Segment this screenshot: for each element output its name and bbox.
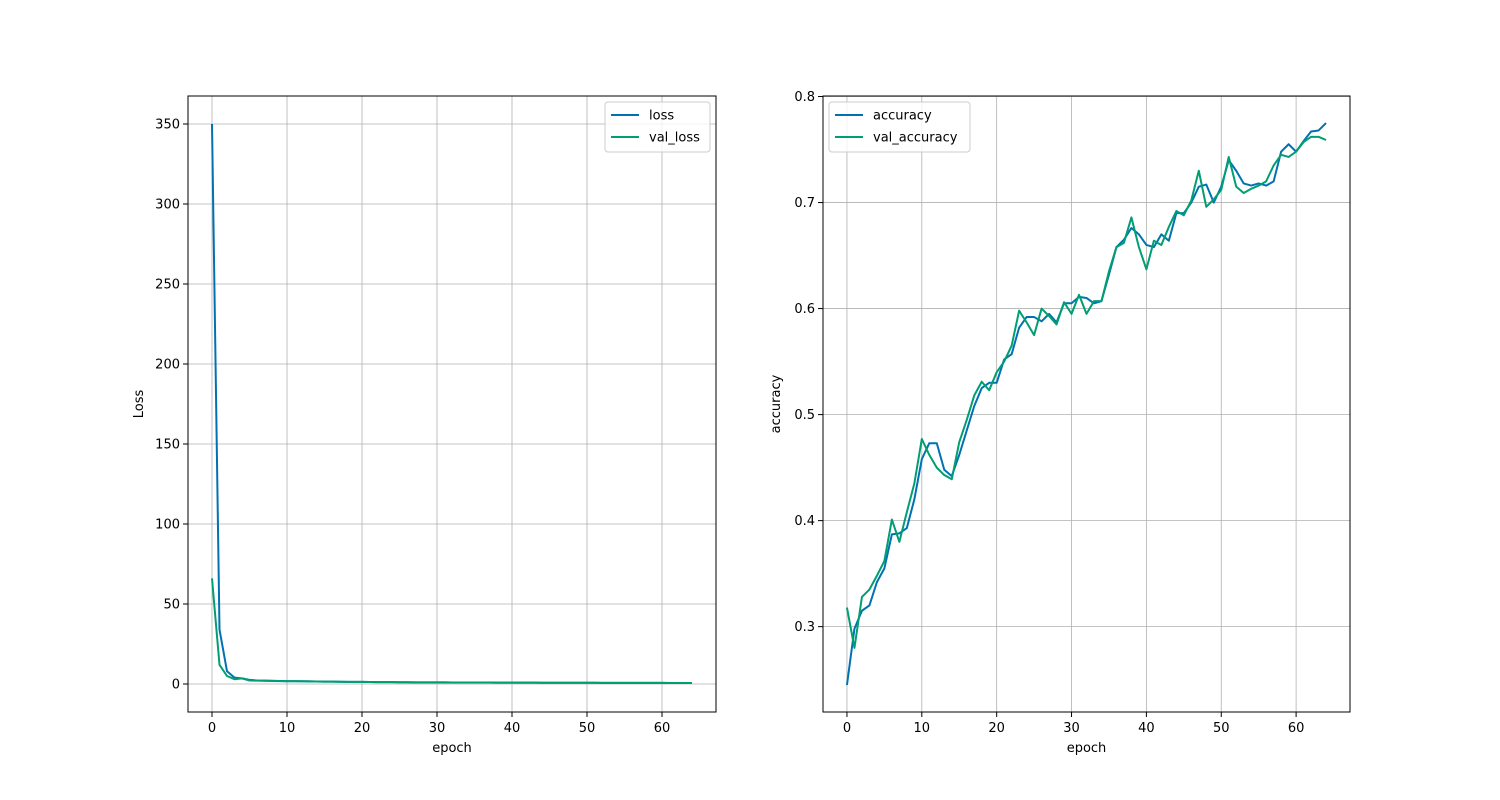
loss-chart-ticks: 0 10 20 30 40 50 60 0 50 100 150 200 250 300 350 <box>155 118 670 737</box>
loss-chart-x-tick-label: 20 <box>354 721 371 736</box>
accuracy-chart-plot-frame <box>822 95 1351 713</box>
loss-chart-x-tick-label: 60 <box>654 721 671 736</box>
loss-chart-legend-label: loss <box>649 109 674 124</box>
loss-chart-y-tick-label: 200 <box>155 358 180 373</box>
accuracy-chart-x-tick-label: 30 <box>1063 721 1080 736</box>
accuracy-chart-y-tick-label: 0.5 <box>794 408 815 423</box>
loss-chart-y-tick-label: 250 <box>155 278 180 293</box>
accuracy-chart-x-tick-label: 40 <box>1138 721 1155 736</box>
loss-chart-x-tick-label: 10 <box>279 721 296 736</box>
loss-chart-legend: loss val_loss <box>604 101 711 153</box>
accuracy-chart-y-tick-label: 0.6 <box>794 302 815 317</box>
loss-chart-y-tick-label: 0 <box>172 678 180 693</box>
loss-chart-x-axis-label: epoch <box>432 741 472 756</box>
accuracy-chart: 0 10 20 30 40 50 60 0.3 0.4 0.5 0.6 0.7 0.8 epoch ac… <box>769 90 1351 756</box>
accuracy-chart-x-tick-label: 0 <box>843 721 851 736</box>
accuracy-chart-ticks: 0 10 20 30 40 50 60 0.3 0.4 0.5 0.6 0.7 0.8 <box>794 90 1304 736</box>
accuracy-chart-y-tick-label: 0.8 <box>794 90 815 105</box>
accuracy-chart-legend-label: val_accuracy <box>873 131 958 146</box>
loss-chart-plot-frame <box>187 95 717 713</box>
loss-chart-x-tick-label: 50 <box>579 721 596 736</box>
accuracy-chart-x-tick-label: 60 <box>1288 721 1305 736</box>
loss-chart-x-tick-label: 30 <box>429 721 446 736</box>
loss-chart-y-tick-label: 100 <box>155 518 180 533</box>
accuracy-chart-series-line-val-accuracy <box>845 135 1327 649</box>
accuracy-chart-legend: accuracy val_accuracy <box>828 101 971 153</box>
loss-chart-x-tick-label: 0 <box>208 721 216 736</box>
accuracy-chart-y-tick-label: 0.4 <box>794 514 815 529</box>
loss-chart-y-tick-label: 300 <box>155 198 180 213</box>
accuracy-chart-x-tick-label: 50 <box>1213 721 1230 736</box>
accuracy-chart-y-axis-label: accuracy <box>769 374 784 433</box>
loss-chart-grid <box>188 96 716 712</box>
loss-chart-x-tick-label: 40 <box>504 721 521 736</box>
loss-chart: 0 10 20 30 40 50 60 0 50 100 150 200 250 300 350 epoch… <box>132 95 717 756</box>
accuracy-chart-legend-label: accuracy <box>873 109 932 124</box>
loss-chart-y-tick-label: 50 <box>163 598 180 613</box>
accuracy-chart-legend-box <box>828 101 971 153</box>
accuracy-chart-series <box>845 122 1327 686</box>
loss-chart-y-axis-label: Loss <box>132 390 147 419</box>
loss-chart-series-line-val-loss <box>211 578 693 684</box>
loss-chart-y-tick-label: 150 <box>155 438 180 453</box>
accuracy-chart-x-axis-label: epoch <box>1067 741 1107 756</box>
loss-chart-series <box>211 123 693 684</box>
accuracy-chart-x-tick-label: 20 <box>988 721 1005 736</box>
loss-chart-y-tick-label: 350 <box>155 118 180 133</box>
accuracy-chart-y-tick-label: 0.7 <box>794 196 815 211</box>
accuracy-chart-x-tick-label: 10 <box>914 721 931 736</box>
loss-chart-legend-label: val_loss <box>649 131 700 146</box>
accuracy-chart-y-tick-label: 0.3 <box>794 620 815 635</box>
